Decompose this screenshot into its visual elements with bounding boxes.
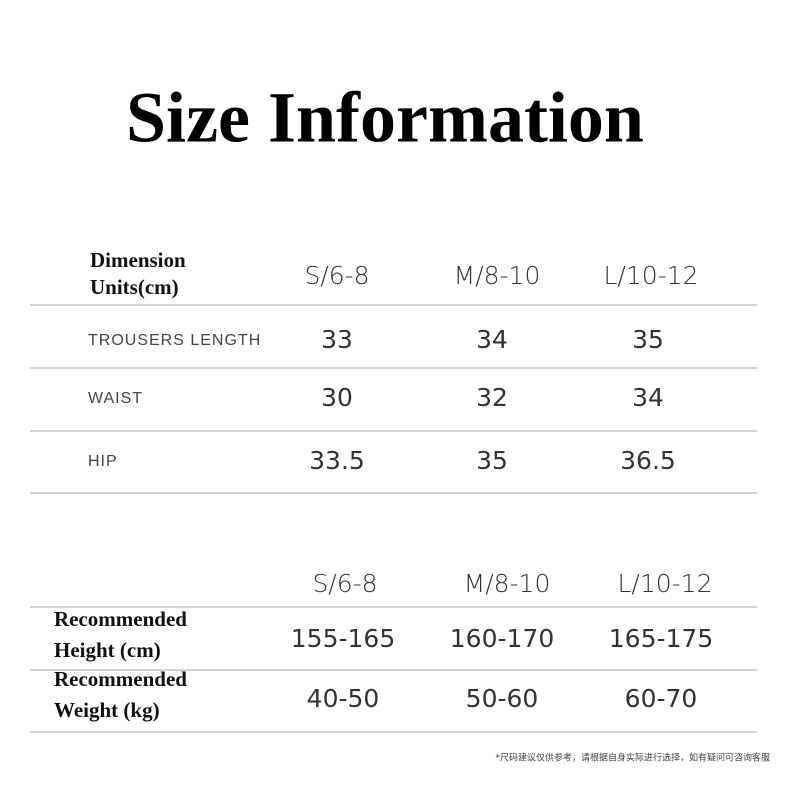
cell-value: 165-175 [609, 624, 713, 653]
row-label: Recommended [54, 667, 187, 691]
column-header: S/6-8 [312, 569, 377, 598]
cell-value: 34 [632, 383, 664, 412]
cell-value: 35 [632, 325, 664, 354]
cell-value: 35 [476, 446, 508, 475]
cell-value: 36.5 [620, 446, 676, 475]
column-header: S/6-8 [304, 261, 369, 290]
cell-value: 30 [321, 383, 353, 412]
row-label: HIP [88, 453, 118, 470]
header-label: Dimension [90, 248, 186, 272]
page-title: Size Information [126, 78, 644, 158]
cell-value: 50-60 [466, 684, 539, 713]
row-label: TROUSERS LENGTH [88, 332, 261, 349]
row-label: WAIST [88, 390, 143, 407]
footnote: *尺码建议仅供参考，请根据自身实际进行选择，如有疑问可咨询客服 [495, 752, 770, 764]
cell-value: 33 [321, 325, 353, 354]
column-header: L/10-12 [618, 569, 713, 598]
cell-value: 34 [476, 325, 508, 354]
cell-value: 60-70 [625, 684, 698, 713]
row-label: Weight (kg) [54, 698, 160, 722]
column-header: M/8-10 [464, 569, 551, 598]
header-label: Units(cm) [90, 275, 179, 299]
row-label: Recommended [54, 607, 187, 631]
cell-value: 33.5 [309, 446, 365, 475]
cell-value: 40-50 [307, 684, 380, 713]
column-header: M/8-10 [454, 261, 541, 290]
column-header: L/10-12 [604, 261, 699, 290]
cell-value: 155-165 [291, 624, 395, 653]
cell-value: 160-170 [450, 624, 554, 653]
row-label: Height (cm) [54, 638, 161, 662]
cell-value: 32 [476, 383, 508, 412]
